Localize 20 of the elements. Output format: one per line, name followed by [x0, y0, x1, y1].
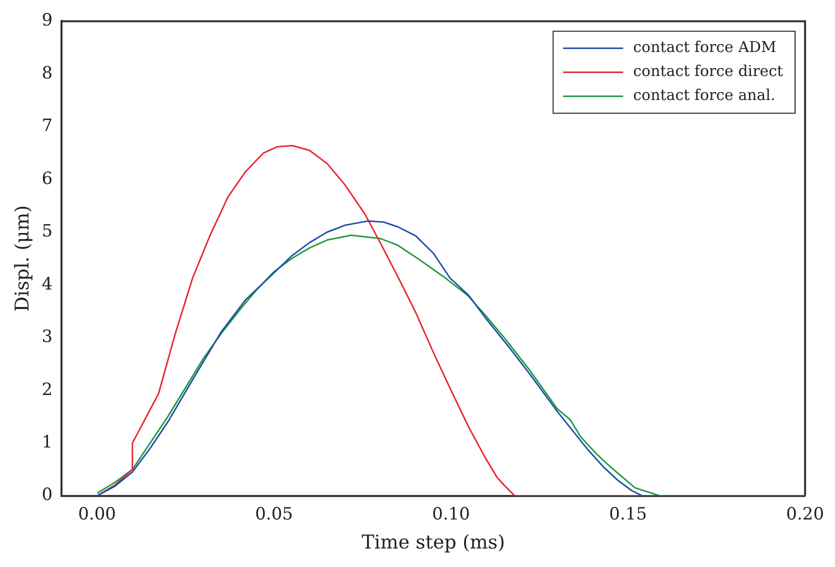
y-tick-label: 1 [42, 432, 53, 452]
y-tick-label: 8 [42, 63, 53, 84]
y-tick-label: 2 [42, 380, 53, 400]
x-tick-label: 0.05 [255, 504, 293, 524]
y-tick-label: 7 [42, 116, 53, 136]
y-tick-label: 5 [42, 222, 53, 242]
x-tick-label: 0.10 [432, 504, 470, 524]
x-axis-title: Time step (ms) [362, 532, 506, 554]
legend-label: contact force anal. [633, 86, 776, 104]
y-tick-label: 0 [42, 485, 53, 506]
y-tick-label: 6 [42, 168, 53, 189]
legend-label: contact force ADM [633, 38, 776, 56]
y-axis-title: Displ. (μm) [11, 205, 34, 312]
y-tick-label: 4 [42, 274, 53, 294]
x-tick-label: 0.15 [609, 504, 647, 524]
y-tick-label: 3 [42, 327, 53, 348]
x-tick-label: 0.20 [786, 504, 824, 524]
legend-label: contact force direct [633, 62, 784, 80]
y-tick-label: 9 [42, 10, 53, 31]
x-tick-label: 0.00 [78, 504, 116, 524]
